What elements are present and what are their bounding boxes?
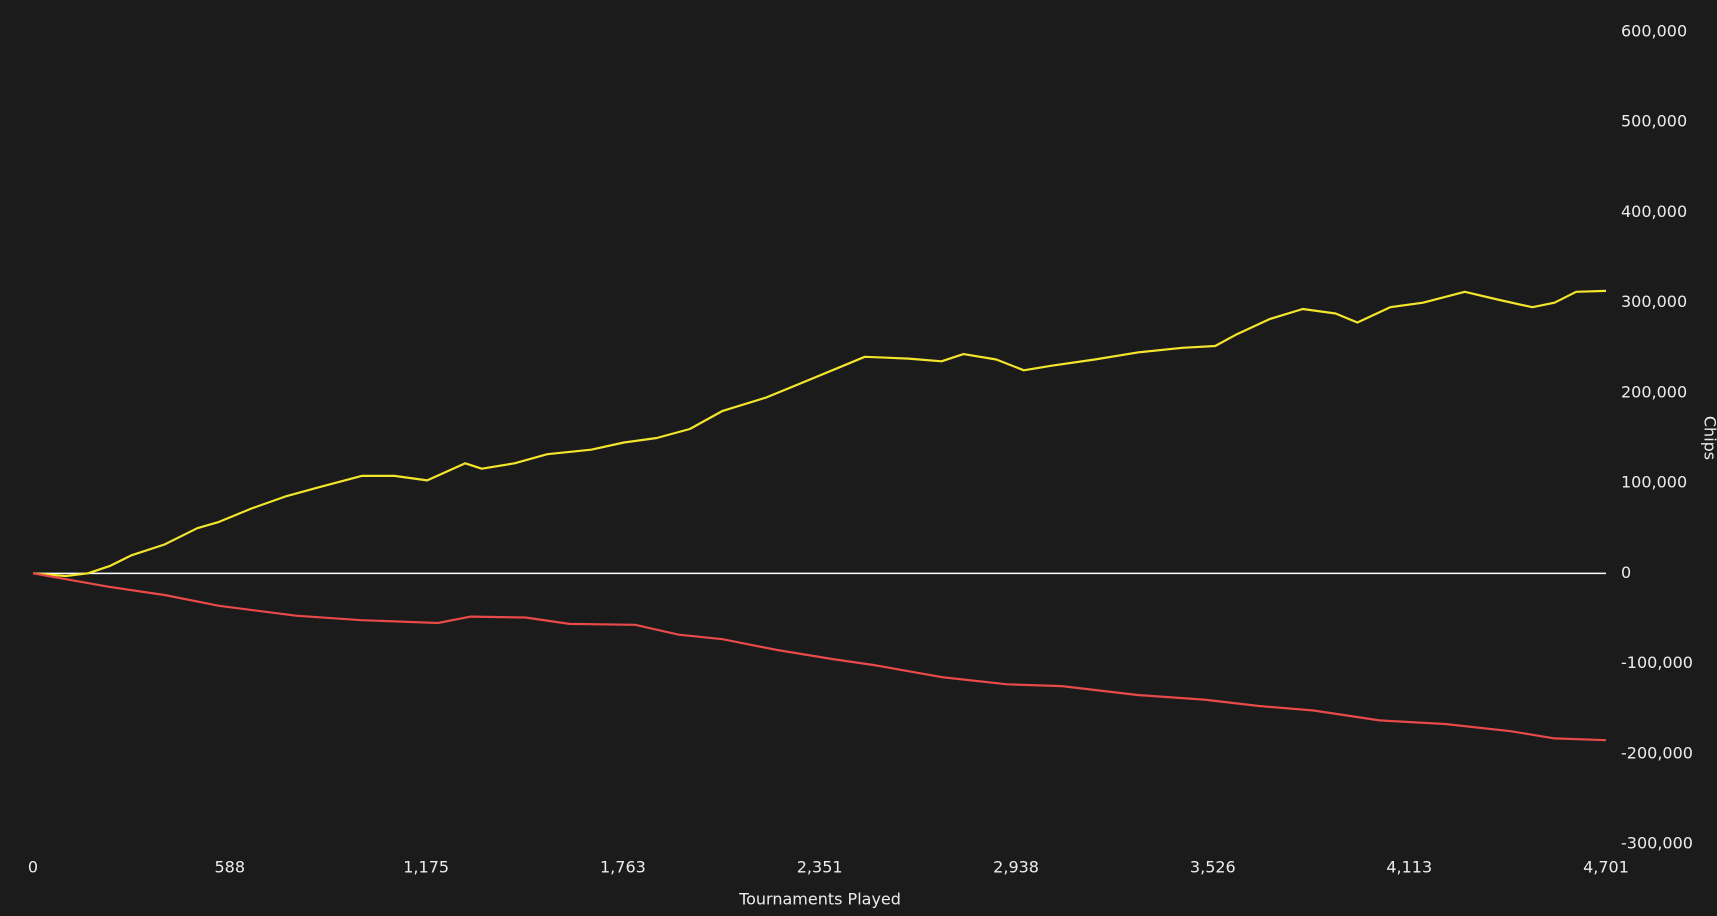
x-tick-label: 2,351 — [797, 858, 843, 877]
y-tick-label: 200,000 — [1621, 382, 1687, 401]
x-tick-label: 1,175 — [403, 858, 449, 877]
y-tick-label: -200,000 — [1621, 743, 1693, 762]
series-line — [32, 289, 1607, 578]
y-tick-label: 0 — [1621, 563, 1631, 582]
x-tick-label: 4,113 — [1386, 858, 1432, 877]
y-tick-label: 400,000 — [1621, 202, 1687, 221]
y-tick-label: 500,000 — [1621, 112, 1687, 131]
x-axis-label: Tournaments Played — [738, 890, 901, 909]
y-tick-label: 100,000 — [1621, 473, 1687, 492]
series-line — [32, 572, 1607, 742]
x-tick-label: 588 — [214, 858, 245, 877]
y-tick-label: -100,000 — [1621, 653, 1693, 672]
y-tick-label: -300,000 — [1621, 834, 1693, 853]
y-axis-label: Chips — [1701, 416, 1717, 460]
y-tick-label: 300,000 — [1621, 292, 1687, 311]
y-tick-label: 600,000 — [1621, 22, 1687, 41]
x-tick-label: 1,763 — [600, 858, 646, 877]
x-tick-label: 2,938 — [993, 858, 1039, 877]
x-tick-label: 0 — [28, 858, 38, 877]
x-tick-label: 3,526 — [1190, 858, 1236, 877]
x-tick-label: 4,701 — [1583, 858, 1629, 877]
